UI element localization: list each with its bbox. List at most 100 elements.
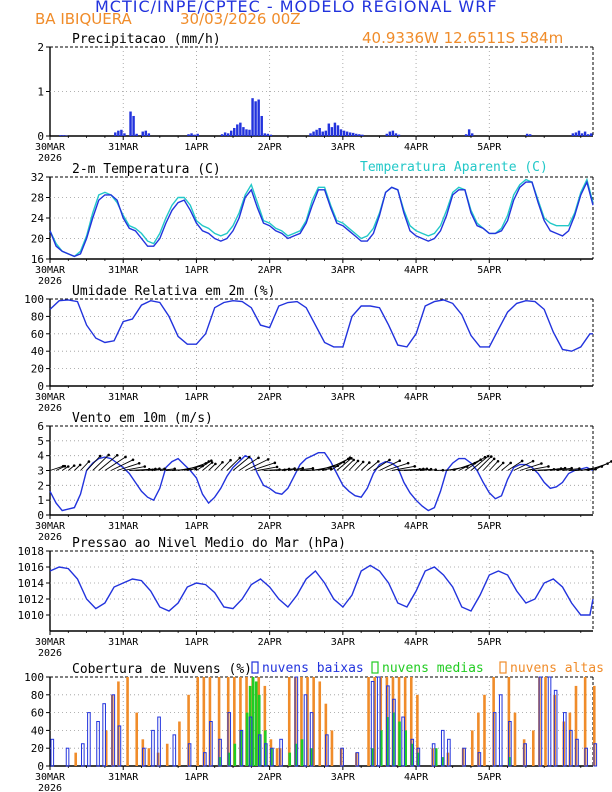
wind-arrow — [592, 461, 612, 471]
precip-bar — [229, 130, 233, 136]
panel-2-ytick-label: 100 — [24, 293, 44, 306]
panel-2-ytick-label: 40 — [31, 345, 44, 358]
cloud-low-bar — [294, 676, 299, 767]
cloud-mid-bar — [245, 712, 249, 766]
cloud-high-bar — [117, 681, 120, 766]
precip-bar — [223, 132, 227, 136]
header-run: 30/03/2026 00Z — [180, 10, 301, 28]
panel-3-xtick-label: 30MAR — [35, 521, 66, 532]
panel-5-ytick-label: 0 — [37, 760, 44, 773]
cloud-low-bar — [248, 716, 253, 767]
wind-arrow — [379, 460, 400, 471]
precip-bar — [187, 134, 190, 136]
cloud-low-bar — [553, 689, 558, 767]
cloud-high-bar — [409, 677, 413, 766]
panel-5-ytick-label: 100 — [24, 671, 44, 684]
precip-bar — [257, 99, 260, 136]
panel-1-xtick-label: 30MAR — [35, 265, 66, 276]
cloud-high-bar — [74, 752, 78, 766]
panel-2-xtick-label: 1APR — [184, 392, 209, 403]
panel-0-xtick-label: 2APR — [258, 142, 283, 153]
panel-1-title: 2-m Temperatura (C) — [72, 162, 221, 177]
wind-arrow-head — [301, 466, 305, 470]
precip-bar — [309, 133, 312, 136]
precip-bar — [144, 130, 148, 136]
cloud-mid-bar — [370, 748, 374, 766]
wind-arrow-head — [124, 455, 127, 459]
wind-arrow — [80, 461, 90, 471]
panel-1-ytick-label: 24 — [31, 212, 45, 225]
panel-5-xtick-label: 31MAR — [108, 772, 139, 783]
precip-bar — [239, 122, 242, 136]
wind-arrow-head — [63, 464, 67, 468]
precip-bar — [355, 133, 358, 136]
wind-arrow-head — [238, 456, 242, 460]
wind-arrow-head — [173, 467, 176, 471]
panel-1-xtick-label: 1APR — [184, 265, 209, 276]
cloud-low-bar — [593, 743, 598, 767]
cloud-mid-bar — [379, 730, 383, 766]
cloud-high-bar — [312, 677, 315, 766]
temp-line — [49, 180, 594, 258]
cloud-low-bar — [440, 729, 445, 767]
wind-arrow-head — [78, 463, 82, 467]
precip-bar — [571, 133, 575, 136]
cloud-mid-bar — [270, 748, 273, 766]
cloud-high-bar — [593, 685, 596, 766]
precip-bar — [120, 129, 123, 136]
precip-bar — [269, 134, 273, 136]
panel-3-ytick-label: 0 — [37, 509, 44, 522]
precip-bar — [361, 134, 364, 136]
cloud-legend-label: nuvens medias — [382, 661, 484, 676]
panel-0-title: Precipitacao (mm/h) — [72, 32, 221, 47]
wind-arrow-head — [107, 453, 110, 457]
panel-0-xtick-label: 31MAR — [108, 142, 139, 153]
wind-arrow — [153, 468, 165, 471]
cloud-low-bar — [508, 721, 512, 767]
cloud-high-bar — [367, 677, 370, 766]
cloud-low-bar — [523, 743, 527, 767]
cloud-high-bar — [196, 677, 200, 766]
cloud-low-bar — [477, 752, 482, 767]
panel-3-xtick-label: 2APR — [258, 521, 283, 532]
precip-bar — [339, 129, 343, 136]
cloud-low-bar — [498, 694, 503, 767]
precip-bar — [324, 130, 328, 136]
panel-5-xtick-label: 3APR — [331, 772, 356, 783]
cloud-high-bar — [583, 677, 587, 766]
wind-arrow — [422, 468, 432, 471]
precip-bar — [528, 134, 532, 136]
panel-2-ytick-label: 0 — [37, 380, 44, 393]
wind-arrow-head — [115, 453, 119, 457]
panel-2-ytick-label: 60 — [31, 328, 44, 341]
wind-arrow-head — [257, 456, 260, 460]
cloud-low-bar — [209, 721, 213, 767]
cloud-mid-bar — [239, 730, 243, 766]
wind-arrow — [104, 456, 126, 471]
cloud-low-bar — [203, 752, 207, 767]
panel-5-title: Cobertura de Nuvens (%) — [72, 662, 252, 677]
wind-arrow — [360, 462, 370, 471]
panel-5-xtick-label: 30MAR — [35, 772, 66, 783]
cloud-high-bar — [373, 677, 376, 766]
wind-arrow-head — [66, 465, 70, 468]
cloud-mid-bar — [294, 743, 298, 766]
cloud-high-bar — [263, 685, 267, 766]
wind-arrow-head — [489, 455, 493, 458]
panel-0-xtick-label: 30MAR — [35, 142, 66, 153]
cloud-high-bar — [187, 694, 190, 766]
precip-bar — [117, 130, 120, 136]
wind-arrow — [226, 457, 241, 471]
wind-arrow — [409, 468, 424, 471]
precip-bar — [263, 133, 266, 136]
wind-arrow — [519, 463, 542, 471]
humidity-line — [49, 299, 593, 352]
precip-bar — [190, 133, 193, 136]
panel-0-xtick-label: 1APR — [184, 142, 209, 153]
cloud-mid-bar — [309, 748, 313, 766]
wind-arrow — [141, 468, 156, 471]
wind-arrow-head — [496, 459, 500, 463]
wind-arrow — [55, 465, 66, 471]
wind-arrow — [366, 461, 379, 471]
cloud-low-bar — [117, 725, 122, 767]
